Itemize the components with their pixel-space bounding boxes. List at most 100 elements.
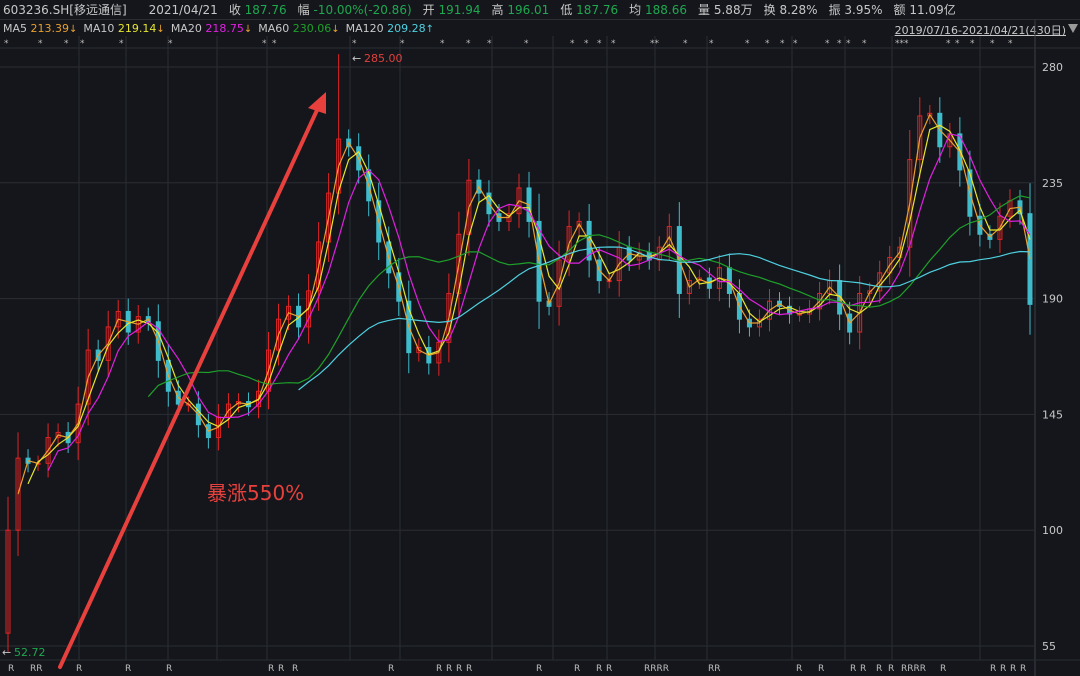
candle-body xyxy=(566,226,572,261)
event-r-flag-icon: R xyxy=(268,664,274,674)
ma-legend-label: MA5 xyxy=(3,21,28,35)
ma-legend-value: 218.75 xyxy=(205,21,244,35)
ma-legend-label: MA60 xyxy=(258,21,290,35)
event-r-flag-icon: R xyxy=(536,664,542,674)
event-star-icon: * xyxy=(745,39,750,49)
event-star-icon: * xyxy=(64,39,69,49)
dropdown-triangle-icon[interactable] xyxy=(1068,24,1078,33)
event-star-icon: * xyxy=(970,39,975,49)
amount-label: 额 xyxy=(893,3,906,17)
event-r-flag-icon: R xyxy=(796,664,802,674)
ma-legend-item: MA20 218.75↓ xyxy=(171,22,252,35)
candle-body xyxy=(316,241,322,292)
candle-body xyxy=(276,318,282,351)
max-price-label: 285.00 xyxy=(364,52,403,65)
quote-header: 603236.SH[移远通信] 2021/04/21 收 187.76 幅 -1… xyxy=(0,0,1080,20)
event-star-icon: * xyxy=(780,39,785,49)
event-star-icon: * xyxy=(990,39,995,49)
arrow-up-icon: ↑ xyxy=(425,23,435,35)
candle-body xyxy=(686,280,692,294)
event-star-icon: * xyxy=(487,39,492,49)
annotation-arrow-head-icon xyxy=(308,92,326,114)
ma-legend-value: 230.06 xyxy=(292,21,332,35)
annotation-arrow-shaft xyxy=(58,106,320,669)
candle-body xyxy=(696,277,702,282)
avg-label: 均 xyxy=(629,3,642,17)
ma-legend-item: MA5 213.39↓ xyxy=(3,22,77,35)
ma-line-ma5 xyxy=(17,113,1031,495)
y-tick-label: 55 xyxy=(1042,640,1056,653)
min-price-marker: ← 52.72 xyxy=(2,646,46,659)
event-r-flag-icon: R xyxy=(1010,664,1016,674)
ma-line-ma10 xyxy=(27,124,1031,485)
ma-line-ma60 xyxy=(147,195,1031,398)
event-star-icon: * xyxy=(837,39,842,49)
event-r-flag-icon: R xyxy=(1020,664,1026,674)
event-star-icon: * xyxy=(570,39,575,49)
ma-legend-item: MA10 219.14↓ xyxy=(83,22,164,35)
event-star-icon: * xyxy=(846,39,851,49)
event-star-icon: * xyxy=(4,39,9,49)
candle-body xyxy=(75,403,81,444)
event-star-icon: * xyxy=(584,39,589,49)
ma-line-ma120 xyxy=(298,246,1031,391)
y-tick-label: 145 xyxy=(1042,408,1063,421)
y-tick-label: 280 xyxy=(1042,61,1063,74)
candle-body xyxy=(85,349,91,405)
ma-legend: MA5 213.39↓ MA10 219.14↓ MA20 218.75↓ MA60 … xyxy=(0,20,1080,36)
event-star-icon: * xyxy=(38,39,43,49)
ma-legend-label: MA120 xyxy=(345,21,384,35)
low-value: 187.76 xyxy=(576,2,619,17)
event-star-icon: * xyxy=(611,39,616,49)
event-star-icon: * xyxy=(765,39,770,49)
ma-legend-value: 213.39 xyxy=(30,21,70,35)
event-r-flag-icon: RR xyxy=(30,664,43,674)
event-r-flag-icon: R xyxy=(125,664,131,674)
volume-label: 量 xyxy=(698,3,711,17)
event-r-flag-icon: RRRR xyxy=(644,664,669,674)
candle-body xyxy=(516,187,522,215)
quote-date: 2021/04/21 xyxy=(148,2,218,17)
event-r-flag-icon: R xyxy=(278,664,284,674)
event-star-icon: * xyxy=(1008,39,1013,49)
event-star-icon: * xyxy=(400,39,405,49)
event-star-icon: * xyxy=(709,39,714,49)
event-star-icon: * xyxy=(793,39,798,49)
event-r-flag-icon: R xyxy=(606,664,612,674)
event-r-flag-icon: R xyxy=(940,664,946,674)
event-star-icon: * xyxy=(946,39,951,49)
event-star-icon: * xyxy=(955,39,960,49)
candle xyxy=(1027,183,1033,335)
ma-legend-label: MA10 xyxy=(83,21,115,35)
candle-body xyxy=(45,437,51,464)
event-star-icon: * xyxy=(825,39,830,49)
event-star-icon: * xyxy=(440,39,445,49)
y-tick-label: 235 xyxy=(1042,177,1063,190)
open-value: 191.94 xyxy=(438,2,481,17)
turnover-value: 8.28% xyxy=(779,2,818,17)
y-tick-label: 190 xyxy=(1042,293,1063,306)
event-star-icon: *** xyxy=(895,39,909,49)
event-star-icon: * xyxy=(168,39,173,49)
ma-legend-item: MA60 230.06↓ xyxy=(258,22,339,35)
amplitude-value: 3.95% xyxy=(844,2,883,17)
ma-line-ma20 xyxy=(47,133,1031,471)
volume-value: 5.88万 xyxy=(713,3,753,17)
left-arrow-icon: ← xyxy=(2,646,11,659)
event-r-flag-icon: R xyxy=(166,664,172,674)
candle xyxy=(5,496,11,652)
event-r-flag-icon: R xyxy=(574,664,580,674)
open-label: 开 xyxy=(422,3,435,17)
event-r-flag-icon: R xyxy=(876,664,882,674)
candle-body xyxy=(286,305,292,320)
turnover-label: 换 xyxy=(763,3,776,17)
ma-legend-item: MA120 209.28↑ xyxy=(346,22,434,35)
event-star-icon: * xyxy=(597,39,602,49)
avg-value: 188.66 xyxy=(645,2,688,17)
event-star-icon: ** xyxy=(650,39,660,49)
close-label: 收 xyxy=(228,3,241,17)
date-range-selector[interactable]: 2019/07/16-2021/04/21(430日) xyxy=(894,24,1066,37)
event-star-icon: * xyxy=(262,39,267,49)
event-r-flag-icon: R xyxy=(860,664,866,674)
